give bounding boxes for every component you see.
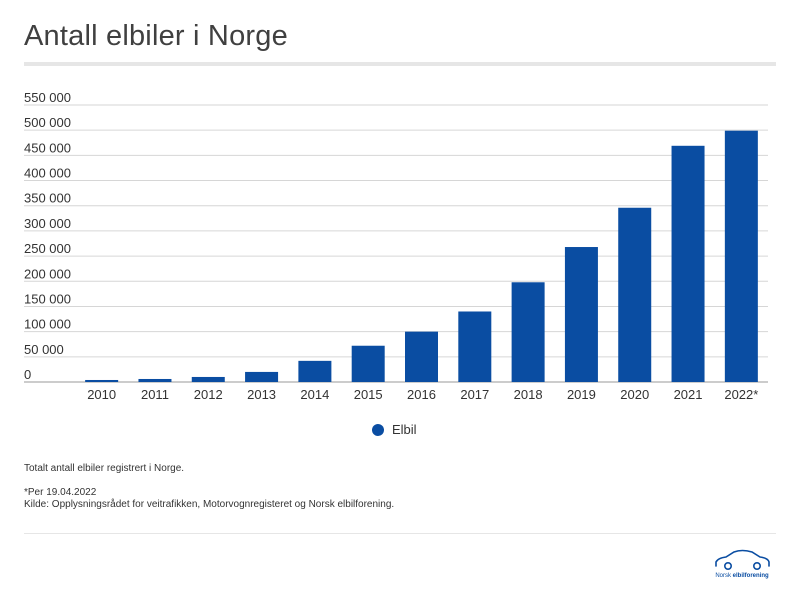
bar-2012[interactable] [191,376,225,382]
logo-text-bold: elbilforening [732,573,769,579]
x-tick-label: 2011 [141,387,169,402]
logo-text-prefix: Norsk [715,573,733,579]
bar-2020[interactable] [618,207,652,382]
x-tick-label: 2018 [514,387,543,402]
chart-legend[interactable]: Elbil [372,422,417,437]
bar-2018[interactable] [511,282,545,382]
logo-text: Norsk elbilforening [712,573,772,579]
legend-marker [372,423,384,436]
x-tick-label: 2013 [247,387,276,402]
x-tick-label: 2010 [87,387,116,402]
x-tick-label: 2012 [194,387,223,402]
y-tick-label: 350 000 [24,191,71,206]
bar-2021[interactable] [671,145,705,382]
x-tick-label: 2014 [300,387,329,402]
y-tick-label: 250 000 [24,241,71,256]
title-divider [24,62,776,66]
y-tick-label: 300 000 [24,216,71,231]
bottom-divider [24,533,776,534]
asterisk-note: *Per 19.04.2022 [24,487,97,498]
y-tick-label: 200 000 [24,266,71,281]
x-tick-label: 2015 [354,387,383,402]
car-outline-icon [715,549,770,571]
chart-title: Antall elbiler i Norge [24,20,288,52]
y-tick-label: 50 000 [24,342,64,357]
bar-2022[interactable] [724,130,758,382]
description-note: Totalt antall elbiler registrert i Norge… [24,463,185,474]
bar-2013[interactable] [245,371,279,382]
y-tick-label: 500 000 [24,115,71,130]
y-tick-label: 550 000 [24,90,71,105]
bar-2014[interactable] [298,360,332,382]
legend-label-elbil: Elbil [392,422,417,437]
bar-2019[interactable] [564,247,598,382]
bar-2010[interactable] [85,379,119,382]
y-tick-label: 450 000 [24,140,71,155]
y-tick-label: 0 [24,367,31,382]
source-note: Kilde: Opplysningsrådet for veitrafikken… [24,499,395,510]
bar-2017[interactable] [458,311,492,382]
y-tick-label: 100 000 [24,317,71,332]
x-tick-label: 2019 [567,387,596,402]
norsk-elbilforening-logo: Norsk elbilforening [712,548,772,584]
x-tick-label: 2021 [674,387,703,402]
y-tick-label: 150 000 [24,291,71,306]
y-tick-label: 400 000 [24,166,71,181]
x-tick-label: 2020 [620,387,649,402]
bar-2015[interactable] [351,345,385,382]
x-tick-label: 2022* [724,387,758,402]
x-tick-label: 2016 [407,387,436,402]
bar-chart: 0 50 000 100 000 150 000 200 000 250 000 300 0… [24,90,768,402]
x-tick-label: 2017 [460,387,489,402]
bar-2016[interactable] [405,331,438,382]
bar-2011[interactable] [138,378,172,382]
